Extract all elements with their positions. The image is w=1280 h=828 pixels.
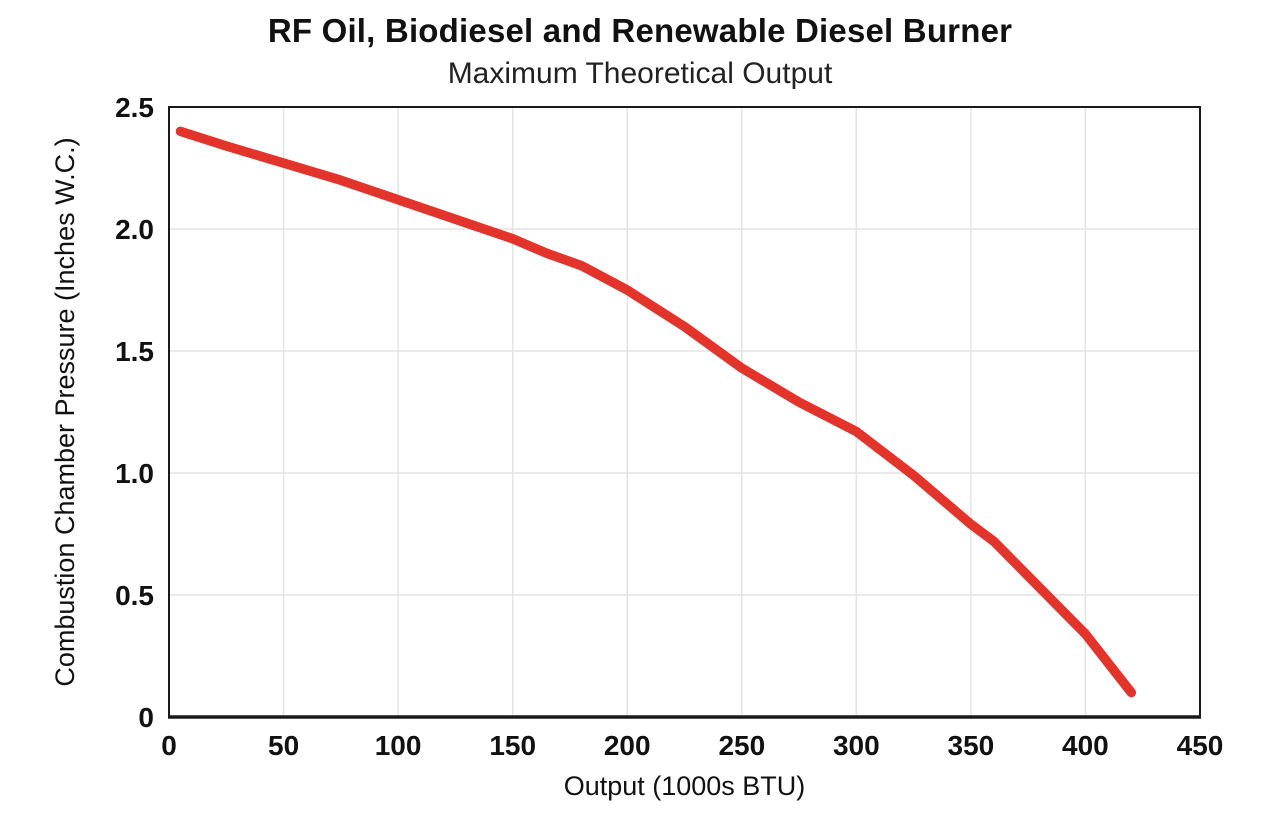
x-tick-label: 350 <box>948 730 995 761</box>
x-tick-label: 300 <box>833 730 880 761</box>
y-axis-title: Combustion Chamber Pressure (Inches W.C.… <box>50 137 80 687</box>
x-tick-label: 0 <box>161 730 177 761</box>
x-axis-title: Output (1000s BTU) <box>563 771 806 801</box>
y-tick-label: 2.5 <box>115 92 154 123</box>
x-tick-label: 150 <box>489 730 536 761</box>
y-tick-label: 1.0 <box>115 458 154 489</box>
x-tick-label: 450 <box>1177 730 1224 761</box>
x-tick-label: 250 <box>718 730 765 761</box>
x-tick-label: 200 <box>604 730 651 761</box>
x-tick-label: 50 <box>268 730 299 761</box>
y-tick-label: 0.5 <box>115 580 154 611</box>
y-tick-label: 1.5 <box>115 336 154 367</box>
data-line <box>175 126 1137 698</box>
x-tick-label: 400 <box>1062 730 1109 761</box>
y-tick-label: 0 <box>138 702 154 733</box>
plot-border <box>168 106 1201 718</box>
x-tick-label: 100 <box>375 730 422 761</box>
chart-title: RF Oil, Biodiesel and Renewable Diesel B… <box>267 12 1013 49</box>
y-tick-label: 2.0 <box>115 214 154 245</box>
chart-subtitle: Maximum Theoretical Output <box>447 57 833 90</box>
